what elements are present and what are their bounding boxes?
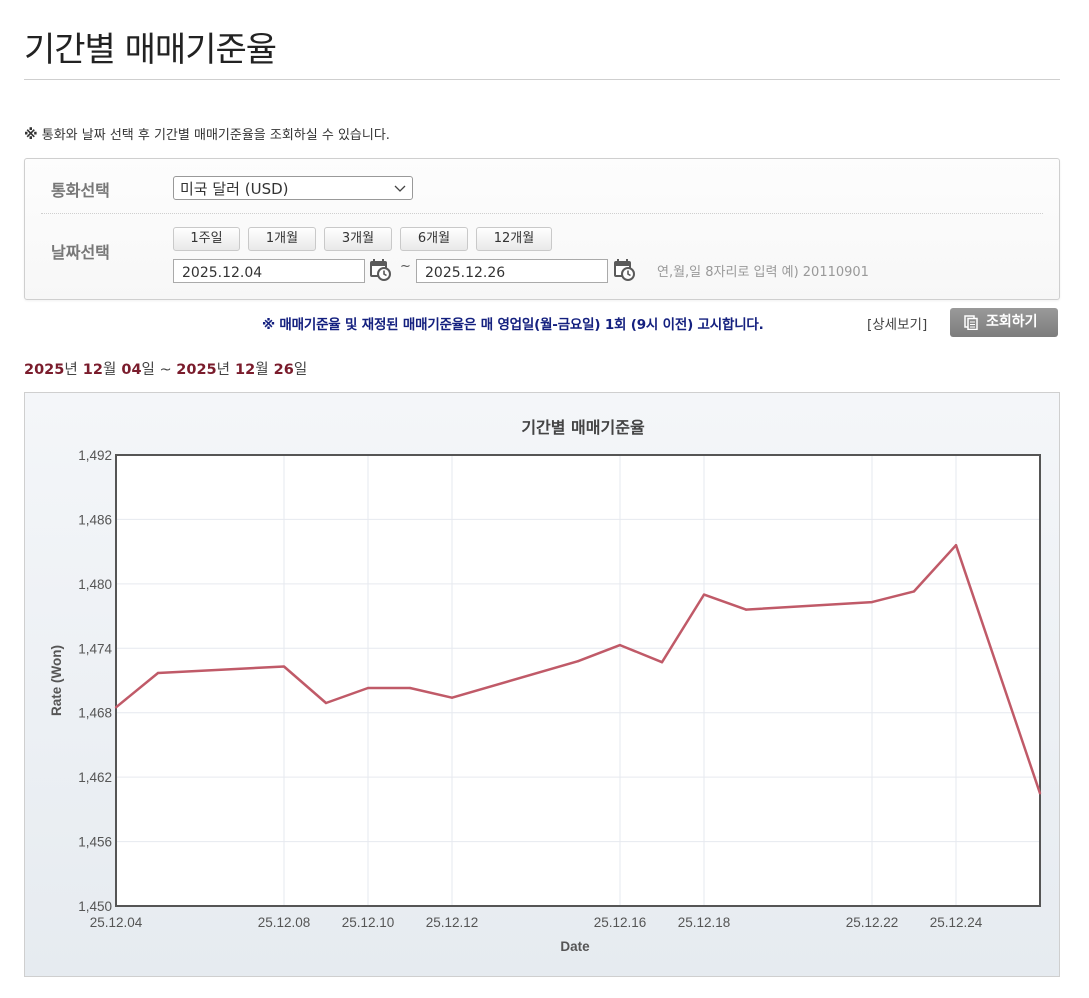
data-point [1038, 792, 1042, 795]
range-unit-month: 월 [102, 362, 117, 378]
data-point [576, 659, 580, 663]
x-tick-label: 25.12.18 [678, 915, 731, 930]
period-button-12month[interactable]: 12개월 [476, 227, 552, 251]
chart-panel: 1,450 1,456 1,462 1,468 1,474 1,480 1,486 1,492… [24, 392, 1060, 977]
y-axis-label: Rate (Won) [49, 645, 64, 716]
data-point [450, 696, 454, 699]
data-point [912, 590, 916, 593]
data-point [744, 608, 748, 611]
currency-select-value: 미국 달러 (USD) [180, 180, 289, 198]
y-tick-label: 1,486 [78, 512, 112, 527]
data-point [156, 671, 160, 675]
x-tick-label: 25.12.22 [846, 915, 899, 930]
range-unit-year: 년 [64, 362, 78, 378]
x-axis-label: Date [560, 939, 590, 954]
period-button-6month[interactable]: 6개월 [400, 227, 468, 251]
notice-text: ※ 통화와 날짜 선택 후 기간별 매매기준율을 조회하실 수 있습니다. [24, 124, 390, 143]
period-button-3month[interactable]: 3개월 [324, 227, 392, 251]
plot-area [116, 455, 1040, 906]
chart-title: 기간별 매매기준율 [521, 418, 645, 437]
period-button-1month[interactable]: 1개월 [248, 227, 316, 251]
data-point [660, 661, 664, 664]
data-point [702, 593, 706, 596]
data-point [870, 600, 874, 604]
range-start-month: 12 [82, 362, 103, 378]
y-tick-label: 1,462 [78, 770, 112, 785]
currency-label: 통화선택 [51, 181, 110, 200]
calendar-icon[interactable] [368, 257, 392, 281]
data-point [954, 544, 958, 547]
date-format-hint: 연,월,일 8자리로 입력 예) 20110901 [657, 265, 869, 280]
x-tick-label: 25.12.08 [258, 915, 311, 930]
date-range-separator: ~ [400, 259, 411, 274]
period-button-1week[interactable]: 1주일 [173, 227, 240, 251]
range-start-year: 2025 [24, 362, 65, 378]
data-point [324, 701, 328, 705]
range-unit-year: 년 [216, 362, 230, 378]
range-unit-day: 일 [141, 362, 155, 378]
x-tick-label: 25.12.10 [342, 915, 395, 930]
page-title: 기간별 매매기준율 [24, 30, 277, 70]
y-tick-label: 1,468 [78, 706, 112, 721]
range-end-month: 12 [235, 362, 256, 378]
range-start-day: 04 [121, 362, 142, 378]
document-icon [964, 315, 978, 330]
end-date-input[interactable]: 2025.12.26 [416, 259, 608, 283]
range-end-day: 26 [273, 362, 294, 378]
plot-border [115, 454, 1041, 907]
range-unit-month: 월 [255, 362, 269, 378]
y-tick-label: 1,456 [78, 835, 112, 850]
date-range-label: 2025년 12월 04일 ~ 2025년 12월 26일 [24, 358, 307, 379]
data-point [618, 643, 622, 647]
notice-message: 통화와 날짜 선택 후 기간별 매매기준율을 조회하실 수 있습니다. [41, 128, 390, 143]
data-point [282, 665, 286, 668]
range-unit-day: 일 [293, 362, 308, 378]
y-tick-label: 1,492 [78, 448, 112, 463]
x-tick-label: 25.12.04 [90, 915, 143, 930]
detail-link[interactable]: [상세보기] [867, 317, 928, 333]
y-tick-label: 1,450 [78, 899, 112, 914]
search-button[interactable]: 조회하기 [950, 308, 1058, 337]
range-end-year: 2025 [176, 362, 217, 378]
data-point [114, 706, 118, 709]
calendar-icon[interactable] [612, 257, 636, 281]
data-point [366, 686, 370, 690]
form-row-divider [41, 213, 1043, 214]
date-label: 날짜선택 [51, 243, 110, 262]
series-line [115, 543, 1042, 794]
chevron-down-icon [394, 185, 406, 192]
x-tick-label: 25.12.16 [594, 915, 647, 930]
y-tick-label: 1,474 [78, 641, 112, 656]
notice-mark: ※ [24, 127, 38, 143]
y-tick-label: 1,480 [78, 577, 112, 592]
title-divider [24, 79, 1060, 80]
search-button-label: 조회하기 [986, 314, 1038, 330]
range-separator: ~ [154, 362, 177, 378]
x-tick-label: 25.12.24 [930, 915, 983, 930]
start-date-input[interactable]: 2025.12.04 [173, 259, 365, 283]
rate-line-chart: 1,450 1,456 1,462 1,468 1,474 1,480 1,486 1,492… [49, 418, 1042, 954]
x-tick-label: 25.12.12 [426, 915, 479, 930]
search-form: 통화선택 미국 달러 (USD) 날짜선택 1주일 1개월 3개월 6개월 12… [24, 158, 1060, 300]
data-point [408, 686, 412, 690]
currency-select[interactable]: 미국 달러 (USD) [173, 176, 413, 200]
announcement-text: ※ 매매기준율 및 재정된 매매기준율은 매 영업일(월-금요일) 1회 (9시… [262, 317, 764, 333]
